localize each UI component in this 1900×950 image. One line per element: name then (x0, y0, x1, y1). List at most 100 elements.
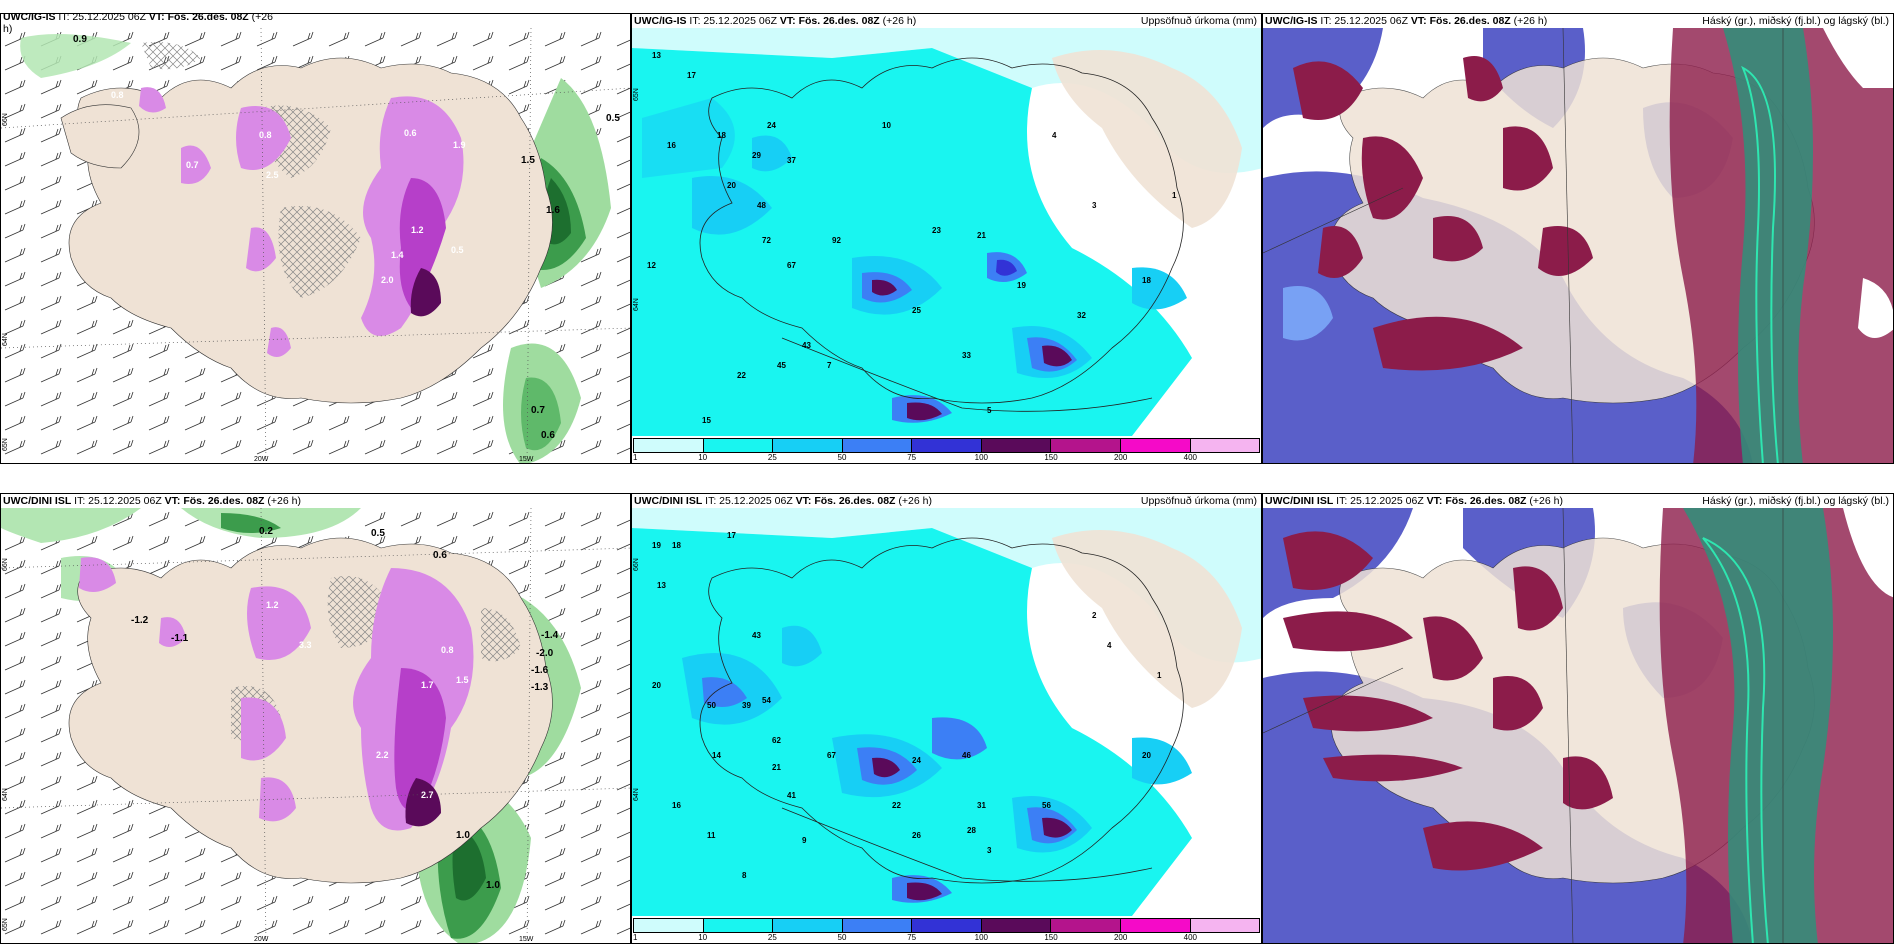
model-source: UWC/DINI ISL (1265, 495, 1334, 507)
precip-value: 23 (932, 226, 941, 235)
precip-value: 41 (787, 791, 796, 800)
precip-value: 18 (1142, 276, 1151, 285)
precip-value: 21 (977, 231, 986, 240)
value-label: 2.7 (421, 790, 434, 800)
lat-label: 64N (633, 298, 640, 311)
lat-label-66n: 66N (2, 558, 9, 571)
colorbar-tick: 100 (974, 453, 989, 462)
init-time: IT: 25.12.2025 06Z (1336, 495, 1424, 507)
colorbar-tick: 100 (974, 933, 989, 942)
lead-time: (+26 h) (267, 495, 301, 507)
colorbar-swatch (912, 919, 982, 932)
value-label: 1.0 (456, 830, 470, 841)
colorbar-tick: 150 (1044, 453, 1058, 462)
precip-value: 48 (757, 201, 766, 210)
precip-value: 17 (727, 531, 736, 540)
value-label: 0.8 (441, 645, 454, 655)
colorbar-swatch (1190, 919, 1260, 932)
precip-value: 21 (772, 763, 781, 772)
graticule (1263, 508, 1784, 943)
colorbar-swatch (703, 439, 774, 452)
precip-value: 25 (912, 306, 921, 315)
valid-time: VT: Fös. 26.des. 08Z (148, 13, 249, 23)
precip-value: 31 (977, 801, 986, 810)
value-label: 1.5 (456, 675, 469, 685)
colorbar-swatch (1051, 439, 1121, 452)
colorbar-tick: 25 (767, 933, 777, 942)
value-label: 1.6 (546, 205, 560, 216)
colorbar-swatch (703, 919, 774, 932)
precip-value: 12 (647, 261, 656, 270)
precip-value: 8 (742, 871, 747, 880)
panel-header: UWC/IG-IS IT: 25.12.2025 06Z VT: Fös. 26… (1265, 14, 1889, 28)
precip-value: 37 (787, 156, 796, 165)
panel-bottom-right: UWC/DINI ISL IT: 25.12.2025 06Z VT: Fös.… (1262, 493, 1894, 944)
value-label: 0.8 (259, 130, 272, 140)
precip-value: 43 (802, 341, 811, 350)
precip-value: 20 (727, 181, 736, 190)
lon-label-15w: 15W (519, 936, 534, 943)
precip-value: 28 (967, 826, 976, 835)
lat-label-64n: 64N (2, 333, 9, 346)
precip-value: 72 (762, 236, 771, 245)
value-label: 1.9 (453, 140, 466, 150)
value-label: 0.7 (186, 160, 199, 170)
precip-value: 16 (667, 141, 676, 150)
panel-top-right: UWC/IG-IS IT: 25.12.2025 06Z VT: Fös. 26… (1262, 13, 1894, 464)
colorbar-swatch (634, 919, 704, 932)
precip-value: 7 (827, 361, 832, 370)
model-source: UWC/IG-IS (634, 15, 687, 27)
precip-value: 11 (707, 831, 716, 840)
colorbar-swatches (633, 918, 1260, 933)
precip-value: 4 (1107, 641, 1112, 650)
colorbar-swatch (842, 919, 913, 932)
value-label: -1.2 (131, 615, 149, 626)
wind-map: 66N 64N 65N 20W 15W 0.9 0.8 0.5 0.6 1.9 … (1, 28, 630, 463)
colorbar-tick: 10 (698, 453, 708, 462)
model-source: UWC/DINI ISL (634, 495, 703, 507)
panel-bottom-middle: UWC/DINI ISL IT: 25.12.2025 06Z VT: Fös.… (631, 493, 1262, 944)
value-label: 2.5 (266, 170, 279, 180)
precip-value: 20 (652, 681, 661, 690)
colorbar-tick: 75 (907, 453, 917, 462)
panel-top-left: UWC/IG-IS IT: 25.12.2025 06Z VT: Fös. 26… (0, 13, 631, 464)
init-time: IT: 25.12.2025 06Z (74, 495, 162, 507)
precip-value: 15 (702, 416, 711, 425)
panel-header: UWC/DINI ISL IT: 25.12.2025 06Z VT: Fös.… (634, 494, 1257, 508)
colorbar-swatch (773, 919, 843, 932)
lead-time: (+26 h) (898, 495, 932, 507)
panel-header: UWC/IG-IS IT: 25.12.2025 06Z VT: Fös. 26… (634, 14, 1257, 28)
map-title: Háský (gr.), miðský (fj.bl.) og lágský (… (1702, 495, 1889, 507)
precip-value: 9 (802, 836, 807, 845)
precip-value: 62 (772, 736, 781, 745)
value-label: 0.5 (451, 245, 464, 255)
colorbar-tick: 75 (907, 933, 917, 942)
precip-value: 24 (912, 756, 921, 765)
precip-value: 24 (767, 121, 776, 130)
map-title: Uppsöfnuð úrkoma (mm) (1140, 495, 1257, 507)
value-label: 1.2 (411, 225, 424, 235)
precip-value: 50 (707, 701, 716, 710)
colorbar: 1 10 25 50 75 100 150 200 400 (633, 438, 1260, 462)
value-label: -1.1 (171, 633, 189, 644)
value-label: -1.3 (531, 682, 549, 693)
lead-time: (+26 h) (1513, 15, 1548, 27)
precip-value: 54 (762, 696, 771, 705)
value-label: 0.8 (111, 90, 124, 100)
value-label: 1.5 (521, 155, 535, 166)
value-label: 1.4 (391, 250, 404, 260)
init-time: IT: 25.12.2025 06Z (1320, 15, 1408, 27)
precip-map: 65N 64N 13 17 16 18 20 24 29 37 48 72 67… (632, 28, 1261, 436)
init-time: IT: 25.12.2025 06Z (705, 495, 793, 507)
colorbar-swatch (981, 919, 1052, 932)
precip-value: 3 (987, 846, 992, 855)
map-title: Uppsöfnuð úrkoma (mm) (1140, 15, 1257, 27)
colorbar-tick: 200 (1113, 453, 1128, 462)
wind-map: 66N 64N 65N 20W 15W 0.2 0.5 0.6 -1.2 -1.… (1, 508, 630, 943)
precip-value: 4 (1052, 131, 1057, 140)
init-time: IT: 25.12.2025 06Z (58, 13, 146, 23)
precip-value: 92 (832, 236, 841, 245)
model-source: UWC/IG-IS (3, 13, 56, 23)
value-label: 0.7 (531, 405, 545, 416)
value-label: 2.2 (376, 750, 389, 760)
